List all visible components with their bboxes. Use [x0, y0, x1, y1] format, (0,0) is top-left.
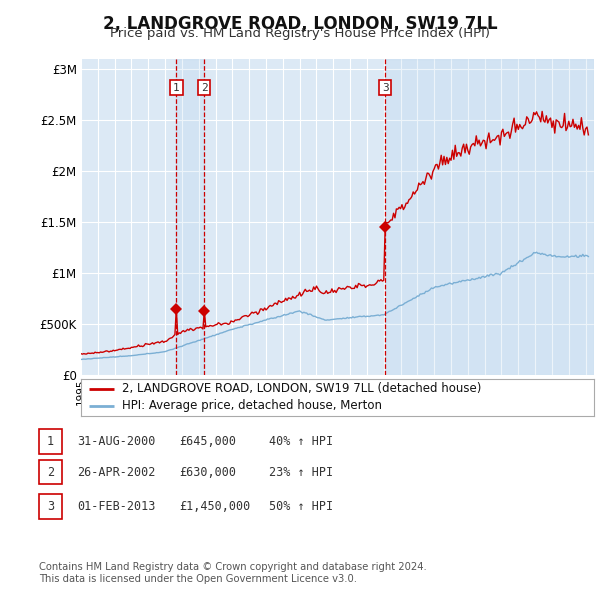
Text: 31-AUG-2000: 31-AUG-2000 — [77, 435, 155, 448]
Text: 1: 1 — [173, 83, 180, 93]
Text: £1,450,000: £1,450,000 — [179, 500, 250, 513]
Text: HPI: Average price, detached house, Merton: HPI: Average price, detached house, Mert… — [122, 399, 382, 412]
Text: 50% ↑ HPI: 50% ↑ HPI — [269, 500, 333, 513]
Text: 2: 2 — [201, 83, 208, 93]
Text: £630,000: £630,000 — [179, 466, 236, 478]
Text: 3: 3 — [382, 83, 388, 93]
Text: 2, LANDGROVE ROAD, LONDON, SW19 7LL (detached house): 2, LANDGROVE ROAD, LONDON, SW19 7LL (det… — [122, 382, 481, 395]
Bar — [385, 59, 594, 375]
Text: 3: 3 — [47, 500, 54, 513]
Bar — [176, 59, 204, 375]
Text: 40% ↑ HPI: 40% ↑ HPI — [269, 435, 333, 448]
Text: 26-APR-2002: 26-APR-2002 — [77, 466, 155, 478]
Text: Contains HM Land Registry data © Crown copyright and database right 2024.
This d: Contains HM Land Registry data © Crown c… — [39, 562, 427, 584]
Text: Price paid vs. HM Land Registry's House Price Index (HPI): Price paid vs. HM Land Registry's House … — [110, 27, 490, 40]
Text: 23% ↑ HPI: 23% ↑ HPI — [269, 466, 333, 478]
Text: 2, LANDGROVE ROAD, LONDON, SW19 7LL: 2, LANDGROVE ROAD, LONDON, SW19 7LL — [103, 15, 497, 33]
Text: £645,000: £645,000 — [179, 435, 236, 448]
Text: 2: 2 — [47, 466, 54, 478]
Text: 1: 1 — [47, 435, 54, 448]
Text: 01-FEB-2013: 01-FEB-2013 — [77, 500, 155, 513]
